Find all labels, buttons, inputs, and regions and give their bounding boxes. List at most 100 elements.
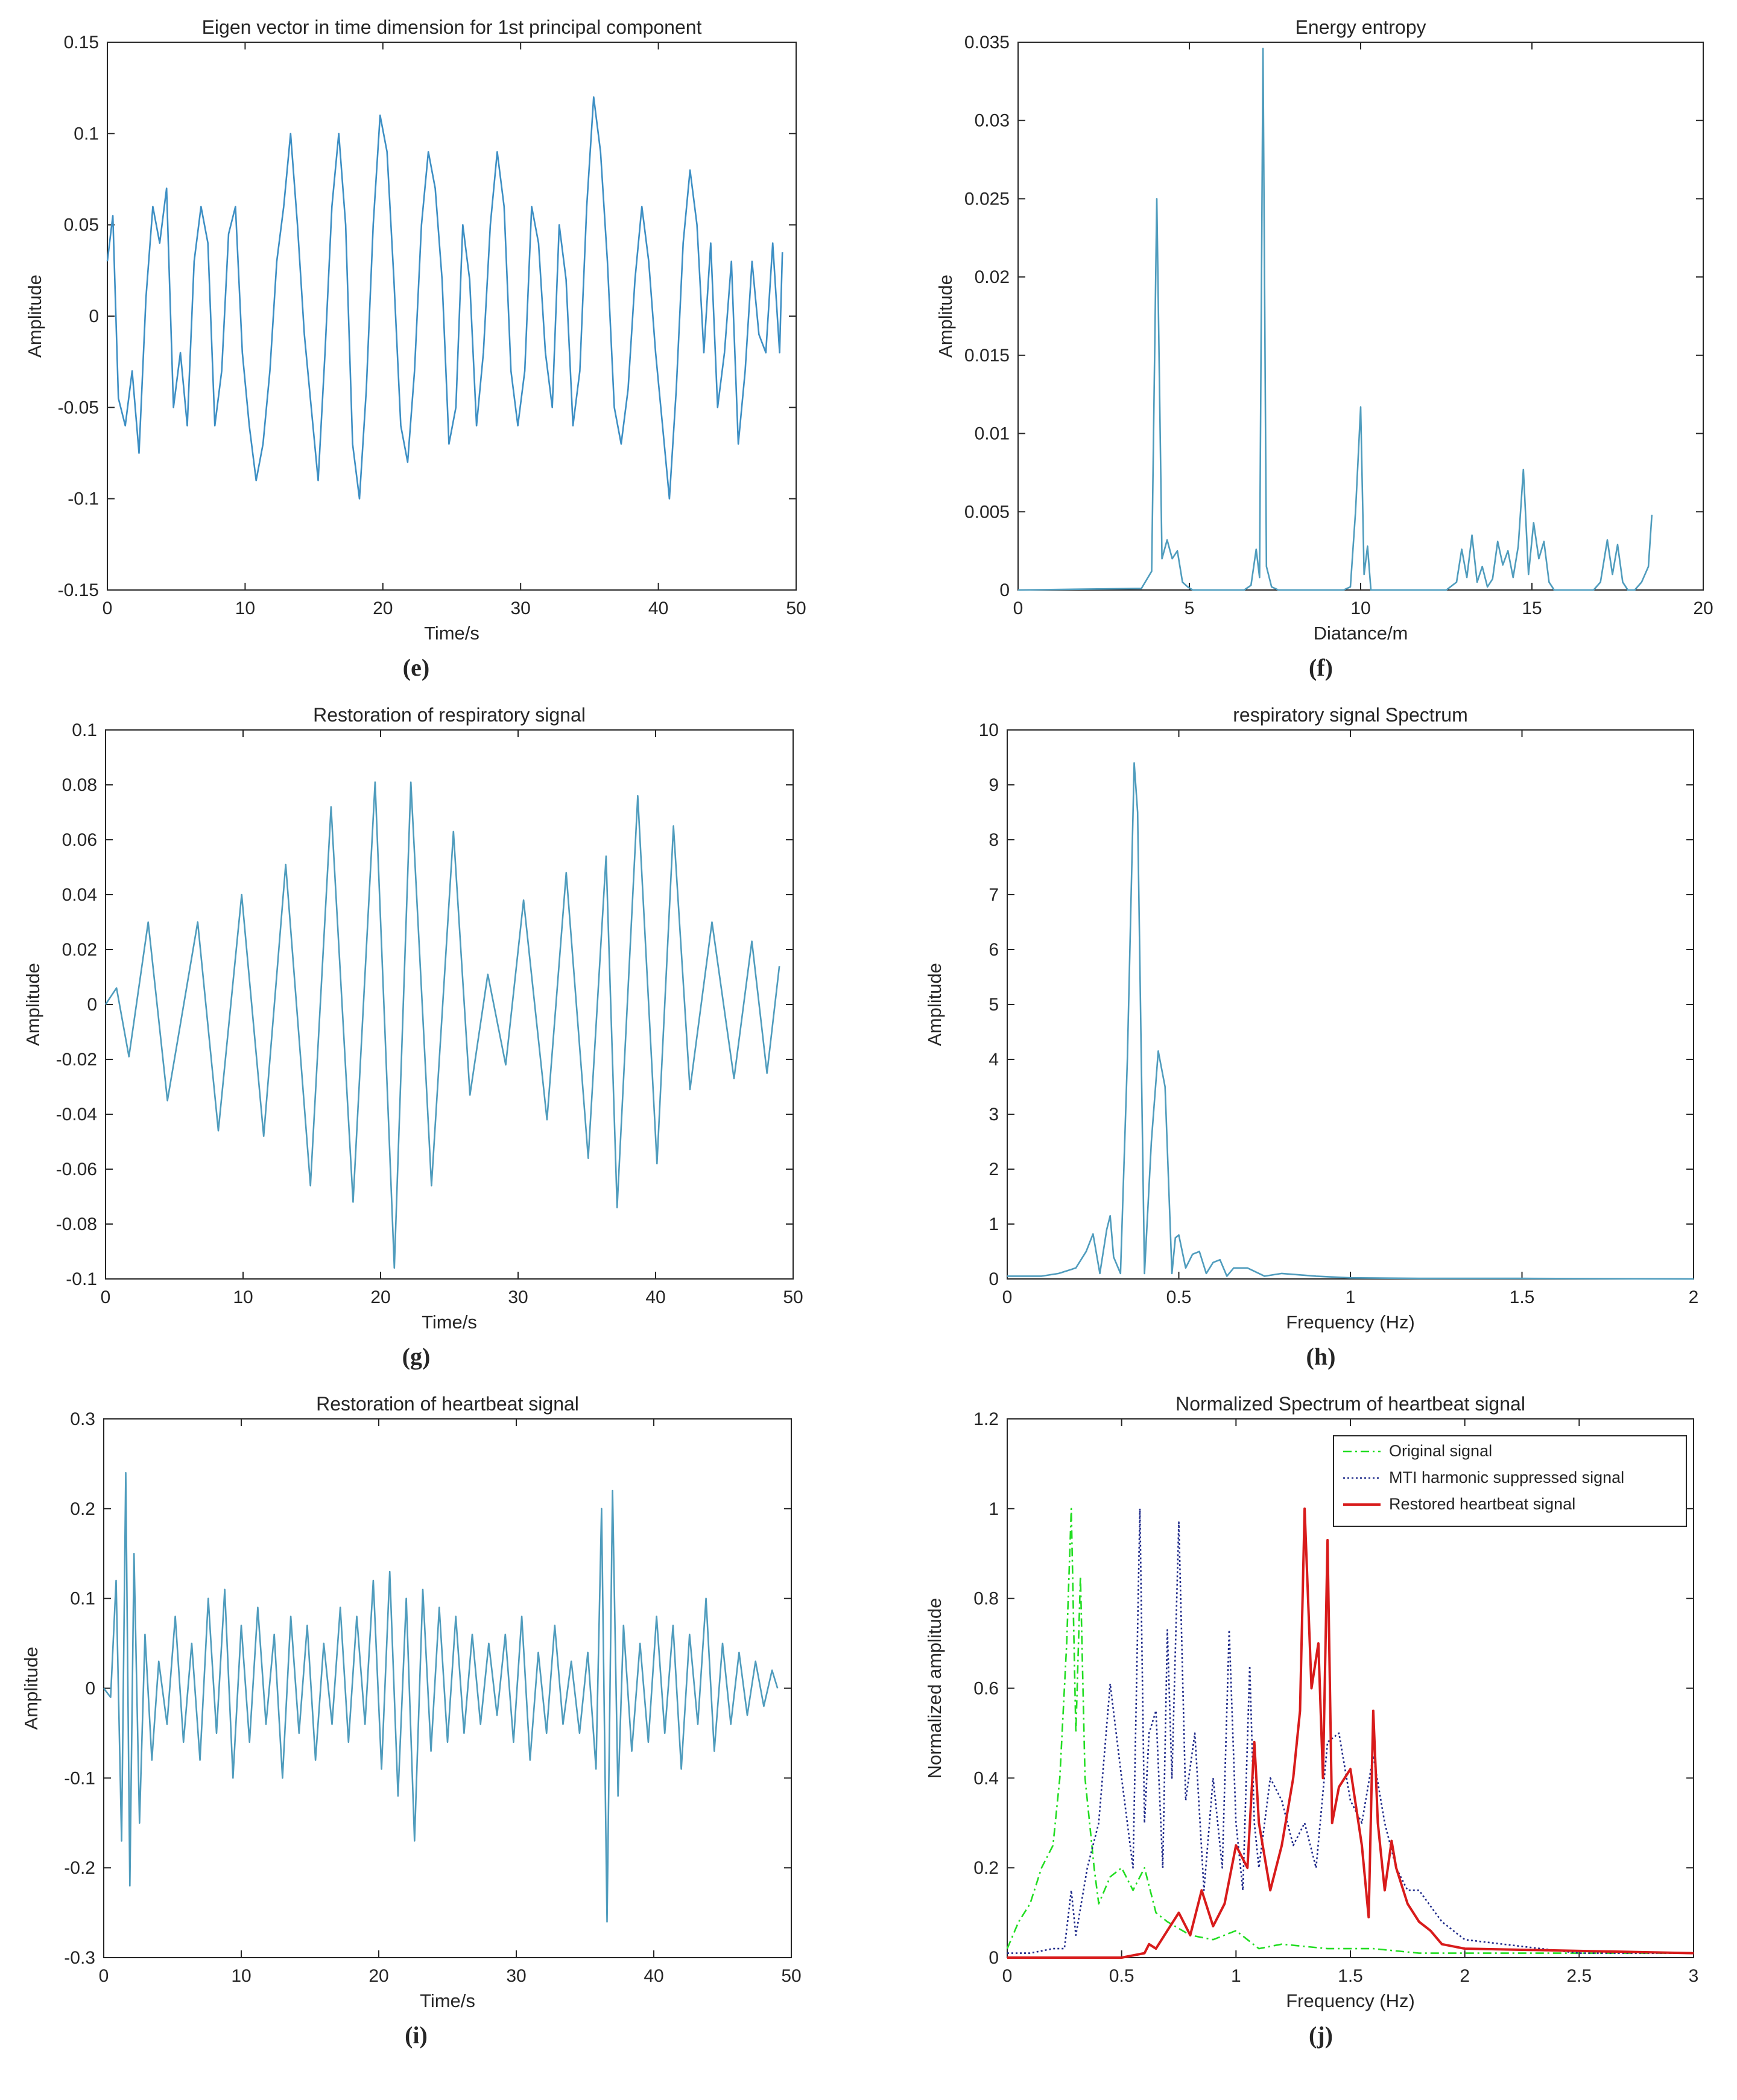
y-tick-label: 0.6 <box>973 1679 999 1699</box>
y-tick-label: 0.3 <box>70 1409 95 1429</box>
x-tick-label: 1.5 <box>1338 1966 1363 1986</box>
y-tick-label: 0 <box>87 995 97 1015</box>
legend-entry: Restored heartbeat signal <box>1389 1495 1575 1513</box>
x-tick-label: 1.5 <box>1510 1287 1535 1307</box>
y-tick-label: -0.05 <box>58 398 99 417</box>
panel-label: (g) <box>402 1343 431 1370</box>
y-axis-label: Amplitude <box>24 274 45 358</box>
chart-panel-e: 0 10 20 30 40 50 -0.15 -0.1 -0.05 0 0.05 0.1 0.15 Eig… <box>24 16 806 681</box>
chart-title: Restoration of heartbeat signal <box>316 1393 579 1415</box>
chart-panel-h: 0 0.5 1 1.5 2 0 1 2 3 4 5 6 7 8 9 10 respiratory signal … <box>924 704 1698 1370</box>
plot-frame <box>1007 729 1694 1280</box>
y-tick-label: 0.1 <box>74 124 99 144</box>
plot-frame <box>105 729 794 1280</box>
y-tick-label: 0.4 <box>973 1768 999 1788</box>
y-tick-label: 5 <box>989 995 999 1015</box>
chart-panel-g: 0 10 20 30 40 50 -0.1 -0.08 -0.06 -0.04 -0.02 0 0.02… <box>22 704 803 1370</box>
x-tick-label: 10 <box>231 1966 251 1986</box>
x-axis-label: Time/s <box>422 1312 477 1333</box>
y-tick-label: 8 <box>989 830 999 850</box>
panel-label: (h) <box>1306 1343 1336 1370</box>
plot-frame <box>103 1418 792 1958</box>
plot-frame <box>1017 42 1704 591</box>
y-tick-label: 0.025 <box>964 189 1010 209</box>
y-tick-label: 0.1 <box>72 720 97 740</box>
chart-title: Normalized Spectrum of heartbeat signal <box>1175 1393 1525 1415</box>
x-tick-label: 40 <box>645 1287 665 1307</box>
x-tick-label: 20 <box>369 1966 388 1986</box>
series-line-1 <box>103 1472 779 1923</box>
x-tick-label: 0 <box>1013 598 1024 618</box>
x-tick-label: 1 <box>1231 1966 1241 1986</box>
panel-label: (f) <box>1309 654 1333 681</box>
chart-panel-i: 0 10 20 30 40 50 -0.3 -0.2 -0.1 0 0.1 0.2 0.3 Restora… <box>21 1393 802 2049</box>
y-tick-label: -0.06 <box>56 1159 97 1179</box>
y-tick-label: 0.01 <box>975 424 1010 444</box>
y-tick-label: 0.03 <box>975 111 1010 131</box>
y-tick-label: -0.04 <box>56 1105 97 1125</box>
x-axis-label: Time/s <box>424 623 479 644</box>
legend: Original signal MTI harmonic suppressed s… <box>1333 1435 1687 1527</box>
panel-label: (j) <box>1309 2022 1333 2049</box>
y-tick-label: 1 <box>989 1499 999 1519</box>
x-tick-label: 20 <box>373 598 393 618</box>
y-tick-label: 1.2 <box>973 1409 999 1429</box>
y-tick-label: 1 <box>989 1214 999 1234</box>
chart-title: respiratory signal Spectrum <box>1233 704 1467 726</box>
y-tick-label: -0.02 <box>56 1050 97 1070</box>
x-tick-label: 50 <box>783 1287 803 1307</box>
x-tick-label: 40 <box>648 598 668 618</box>
x-tick-label: 20 <box>1693 598 1713 618</box>
y-tick-label: 0.02 <box>975 267 1010 287</box>
y-axis-label: Amplitude <box>924 963 945 1046</box>
chart-panel-f: 0 5 10 15 20 0 0.005 0.01 0.015 0.02 0.025 0.03 0.03… <box>935 16 1713 681</box>
x-tick-label: 10 <box>235 598 255 618</box>
panel-label: (e) <box>403 654 429 681</box>
y-tick-label: 0.08 <box>62 775 97 795</box>
y-tick-label: 0.015 <box>964 346 1010 366</box>
series-line-1 <box>1006 1508 1694 1954</box>
x-tick-label: 30 <box>511 598 531 618</box>
x-tick-label: 10 <box>1350 598 1370 618</box>
y-tick-label: 0.1 <box>70 1589 95 1609</box>
x-tick-label: 0 <box>103 598 113 618</box>
x-tick-label: 2 <box>1460 1966 1470 1986</box>
y-tick-label: 0.035 <box>964 33 1010 52</box>
y-tick-label: 4 <box>989 1050 999 1070</box>
y-tick-label: 0.05 <box>64 215 99 235</box>
x-tick-label: 5 <box>1185 598 1195 618</box>
x-tick-label: 20 <box>370 1287 390 1307</box>
y-tick-label: 0.2 <box>70 1499 95 1519</box>
chart-title: Eigen vector in time dimension for 1st p… <box>202 16 702 38</box>
plot-frame <box>107 42 797 591</box>
legend-box <box>1333 1435 1687 1527</box>
x-tick-label: 0 <box>1002 1287 1013 1307</box>
y-tick-label: -0.08 <box>56 1214 97 1234</box>
y-tick-label: 0 <box>989 1948 999 1968</box>
chart-title: Energy entropy <box>1295 16 1426 38</box>
series-line-3 <box>1007 1507 1694 1959</box>
y-tick-label: 0.04 <box>62 885 97 905</box>
y-tick-label: 0.06 <box>62 830 97 850</box>
y-tick-label: -0.2 <box>64 1858 95 1878</box>
x-axis-label: Frequency (Hz) <box>1286 1990 1415 2011</box>
x-tick-label: 10 <box>233 1287 253 1307</box>
series-line-1 <box>104 781 780 1269</box>
y-axis-label: Amplitude <box>935 274 956 358</box>
y-tick-label: 0.2 <box>973 1858 999 1878</box>
legend-entry: Original signal <box>1389 1442 1492 1460</box>
y-tick-label: 0.15 <box>64 33 99 52</box>
x-tick-label: 50 <box>786 598 806 618</box>
y-tick-label: 10 <box>979 720 999 740</box>
x-axis-label: Frequency (Hz) <box>1286 1312 1415 1333</box>
y-axis-label: Normalized amplitude <box>924 1598 945 1779</box>
x-tick-label: 0.5 <box>1109 1966 1134 1986</box>
y-tick-label: 0.005 <box>964 502 1010 522</box>
y-tick-label: 0.02 <box>62 940 97 960</box>
y-tick-label: -0.3 <box>64 1948 95 1968</box>
y-axis-label: Amplitude <box>22 963 43 1046</box>
x-axis-label: Diatance/m <box>1314 623 1408 644</box>
series-line-1 <box>106 96 783 500</box>
x-tick-label: 0.5 <box>1166 1287 1192 1307</box>
